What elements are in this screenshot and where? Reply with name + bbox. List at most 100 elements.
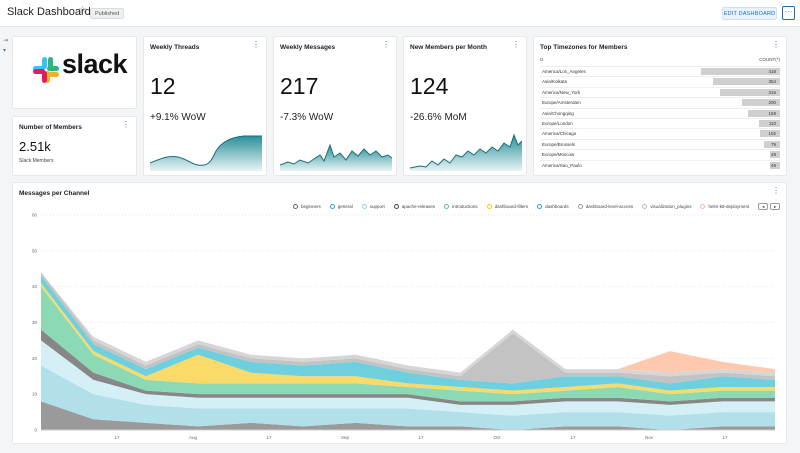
legend-marker-icon — [486, 204, 492, 209]
count-cell: 315 — [768, 89, 776, 95]
stacked-area-chart: 60 50 40 30 20 10 0 17 Aug 17 Sep 17 Oct 17 Nov 17 — [32, 213, 775, 440]
left-toolbar: ⇥ ▾ — [3, 36, 8, 56]
card-title: Number of Members — [19, 124, 82, 131]
top-bar: Slack Dashboard ☆ Published EDIT DASHBOA… — [0, 0, 800, 27]
legend-label: visualization_plugins — [650, 204, 692, 209]
kebab-menu-icon[interactable]: ⋮ — [512, 40, 520, 49]
count-bar — [770, 161, 780, 169]
legend-marker-icon — [293, 204, 298, 209]
x-tick-label: 17 — [418, 435, 424, 440]
kebab-menu-icon[interactable]: ⋮ — [252, 40, 260, 49]
legend-label: dashboard-filters — [494, 204, 529, 209]
legend-marker-icon — [642, 204, 648, 209]
column-header-tz[interactable]: tz — [540, 57, 544, 62]
tz-cell: Europe/Brussels — [542, 141, 576, 147]
legend-marker-icon — [537, 204, 543, 209]
table-row: America/Sao_Paulo 49 — [540, 159, 780, 169]
series-area-general[interactable] — [41, 365, 775, 431]
messages-chart-card: Messages per Channel ⋮ beginners general s… — [12, 182, 787, 444]
tz-cell: Europe/Moscow — [542, 152, 575, 158]
x-tick-label: 17 — [570, 435, 576, 440]
tz-cell: America/New_York — [542, 89, 581, 95]
kebab-menu-icon[interactable]: ⋮ — [382, 40, 390, 49]
series-area-dashboard-filters[interactable] — [41, 283, 775, 395]
y-tick-label: 50 — [32, 248, 38, 253]
delta-text: +9.1% WoW — [150, 112, 206, 123]
x-tick-label: Aug — [189, 435, 198, 440]
kebab-menu-icon[interactable]: ⋮ — [122, 120, 130, 129]
table-row: Europe/Moscow 49 — [540, 149, 780, 159]
kebab-menu-icon[interactable]: ⋮ — [772, 186, 780, 195]
timezones-card: Top Timezones for Members ⋮ tz COUNT(*) … — [533, 36, 787, 176]
table-row: Asia/Kolkata 354 — [540, 76, 780, 86]
legend-item[interactable]: apache-releases — [393, 204, 435, 209]
status-badge: Published — [90, 8, 125, 19]
y-tick-label: 40 — [32, 284, 38, 289]
legend-marker-icon — [329, 204, 335, 209]
legend-marker-icon — [361, 204, 367, 209]
count-bar — [712, 78, 780, 86]
count-cell: 49 — [770, 162, 776, 168]
tz-cell: America/Sao_Paulo — [542, 162, 582, 168]
dashboard-title: Slack Dashboard — [7, 6, 91, 18]
legend-marker-icon — [444, 204, 450, 209]
column-header-count[interactable]: COUNT(*) — [759, 57, 780, 62]
tz-cell: America/Los_Angeles — [542, 69, 586, 74]
delta-text: -7.3% WoW — [280, 112, 334, 123]
legend-label: dashboard-level-access — [585, 204, 634, 209]
series-area-support[interactable] — [41, 340, 775, 416]
slack-logo-icon — [33, 57, 59, 83]
count-bar — [758, 120, 780, 127]
legend-item[interactable]: dashboard-level-access — [577, 204, 634, 209]
kebab-menu-icon[interactable]: ⋮ — [772, 40, 780, 49]
y-tick-label: 60 — [32, 213, 38, 218]
series-area-helm-k8-deployment[interactable] — [41, 272, 775, 373]
legend-item[interactable]: dashboard-filters — [486, 204, 529, 209]
legend-item[interactable]: helm-k8-deployment — [700, 204, 749, 209]
series-area-dashboards[interactable] — [41, 275, 775, 391]
count-cell: 49 — [770, 152, 776, 158]
legend-item[interactable]: general — [329, 204, 353, 209]
count-cell: 200 — [768, 100, 776, 106]
legend-marker-icon — [393, 204, 399, 209]
card-title: New Members per Month — [410, 44, 487, 51]
count-cell: 79 — [770, 141, 776, 147]
table-row: Europe/London 110 — [540, 118, 780, 127]
legend-item[interactable]: dashboards — [537, 204, 569, 209]
expand-panel-icon[interactable]: ⇥ — [3, 38, 9, 44]
weekly-threads-card: Weekly Threads ⋮ 12 +9.1% WoW — [143, 36, 267, 176]
filter-icon[interactable]: ▾ — [3, 48, 7, 54]
members-card: Number of Members ⋮ 2.51k Slack Members — [12, 116, 137, 176]
count-bar — [701, 68, 780, 75]
count-bar — [742, 99, 780, 107]
y-tick-label: 30 — [32, 320, 38, 325]
legend-item[interactable]: support — [361, 204, 385, 209]
big-number: 217 — [280, 73, 319, 99]
table-row: America/Chicago 102 — [540, 128, 780, 138]
count-cell: 418 — [768, 69, 776, 74]
legend-item[interactable]: visualization_plugins — [642, 204, 691, 209]
tz-cell: Europe/London — [542, 121, 573, 126]
count-cell: 110 — [768, 121, 776, 126]
legend-item[interactable]: beginners — [293, 204, 321, 209]
legend-item[interactable]: introductions — [444, 204, 478, 209]
star-icon[interactable]: ☆ — [78, 5, 87, 16]
edit-dashboard-button[interactable]: EDIT DASHBOARD — [722, 7, 777, 20]
legend-label: support — [369, 204, 385, 209]
legend-label: helm-k8-deployment — [708, 204, 750, 209]
series-area-beginners[interactable] — [41, 401, 775, 430]
members-label: Slack Members — [19, 158, 54, 164]
legend-next-button[interactable]: ▸ — [770, 203, 781, 210]
legend-prev-button[interactable]: ◂ — [758, 203, 769, 210]
table-row: America/Los_Angeles 418 — [540, 66, 780, 75]
count-cell: 102 — [768, 131, 776, 137]
chart-legend: beginners general support apache-releases in… — [293, 203, 782, 210]
count-bar — [748, 109, 780, 117]
more-options-button[interactable]: ··· — [782, 6, 795, 20]
table-row: Europe/Amsterdam 200 — [540, 97, 780, 107]
series-area-visualization_plugins[interactable] — [41, 272, 775, 377]
x-tick-label: 17 — [266, 435, 272, 440]
tz-cell: America/Chicago — [542, 131, 577, 137]
legend-label: dashboards — [545, 204, 569, 209]
legend-marker-icon — [577, 204, 583, 209]
